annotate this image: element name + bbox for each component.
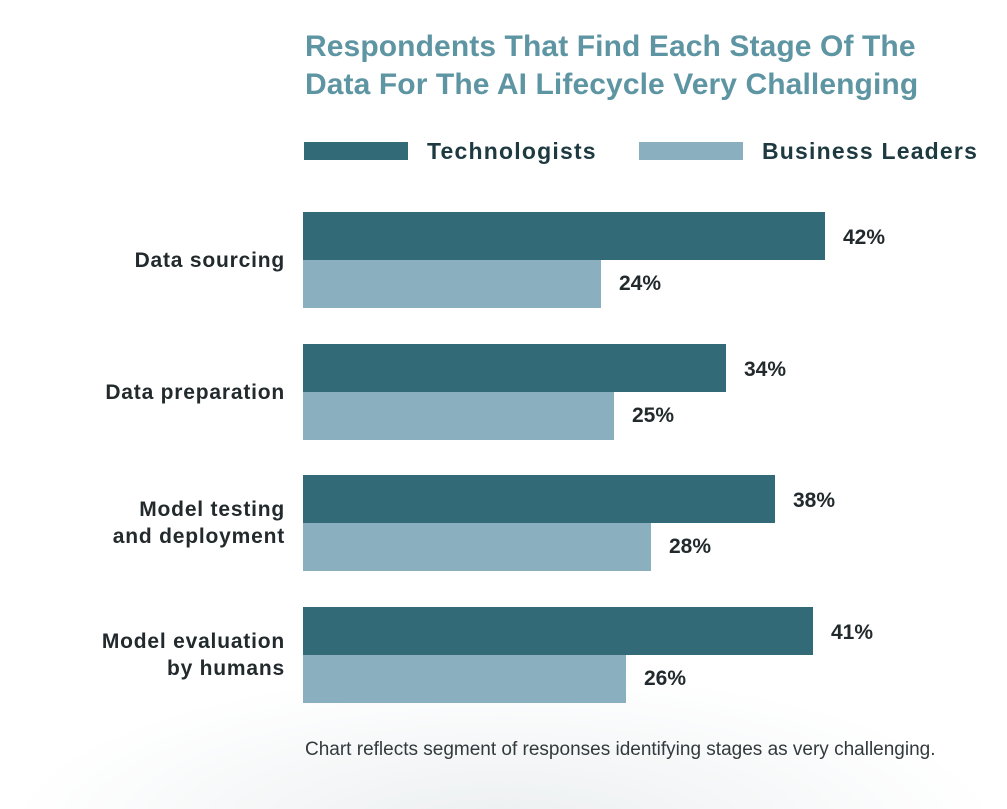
value-label-data-preparation-technologists: 34% <box>744 358 787 381</box>
category-label-line: Model testing <box>139 498 285 521</box>
legend-label-business-leaders: Business Leaders <box>762 138 979 164</box>
bar-model-evaluation-by-humans-business-leaders[interactable] <box>303 655 626 703</box>
chart-title-line-1: Respondents That Find Each Stage Of The <box>305 30 916 63</box>
legend-label-technologists: Technologists <box>427 138 597 164</box>
bar-data-preparation-technologists[interactable] <box>303 344 726 392</box>
value-label-model-evaluation-by-humans-technologists: 41% <box>831 621 874 644</box>
chart-title-line-2: Data For The AI Lifecycle Very Challengi… <box>305 68 919 101</box>
category-label-model-testing-and-deployment: Model testing and deployment <box>0 496 285 550</box>
bar-model-testing-and-deployment-technologists[interactable] <box>303 475 775 523</box>
value-label-data-preparation-business-leaders: 25% <box>632 404 675 427</box>
legend-swatch-business-leaders <box>639 142 743 160</box>
bar-model-evaluation-by-humans-technologists[interactable] <box>303 607 813 655</box>
category-label-data-preparation: Data preparation <box>0 379 285 406</box>
value-label-data-sourcing-technologists: 42% <box>843 226 886 249</box>
bar-model-testing-and-deployment-business-leaders[interactable] <box>303 523 651 571</box>
value-label-model-evaluation-by-humans-business-leaders: 26% <box>644 667 687 690</box>
value-label-model-testing-and-deployment-business-leaders: 28% <box>669 535 712 558</box>
category-label-line: Model evaluation <box>101 630 285 653</box>
bar-data-preparation-business-leaders[interactable] <box>303 392 614 440</box>
category-label-model-evaluation-by-humans: Model evaluation by humans <box>0 628 285 682</box>
chart-footnote: Chart reflects segment of responses iden… <box>305 739 936 760</box>
category-label-line: Data preparation <box>105 381 285 404</box>
category-label-data-sourcing: Data sourcing <box>0 247 285 274</box>
bar-data-sourcing-business-leaders[interactable] <box>303 260 601 308</box>
value-label-model-testing-and-deployment-technologists: 38% <box>793 489 836 512</box>
category-label-line: Data sourcing <box>134 249 285 272</box>
category-label-line: by humans <box>166 657 285 680</box>
bar-data-sourcing-technologists[interactable] <box>303 212 825 260</box>
chart-title: Respondents That Find Each Stage Of The … <box>305 28 985 104</box>
chart-legend: Technologists Business Leaders <box>304 136 1004 166</box>
category-label-line: and deployment <box>112 525 285 548</box>
legend-swatch-technologists <box>304 142 408 160</box>
value-label-data-sourcing-business-leaders: 24% <box>619 272 662 295</box>
